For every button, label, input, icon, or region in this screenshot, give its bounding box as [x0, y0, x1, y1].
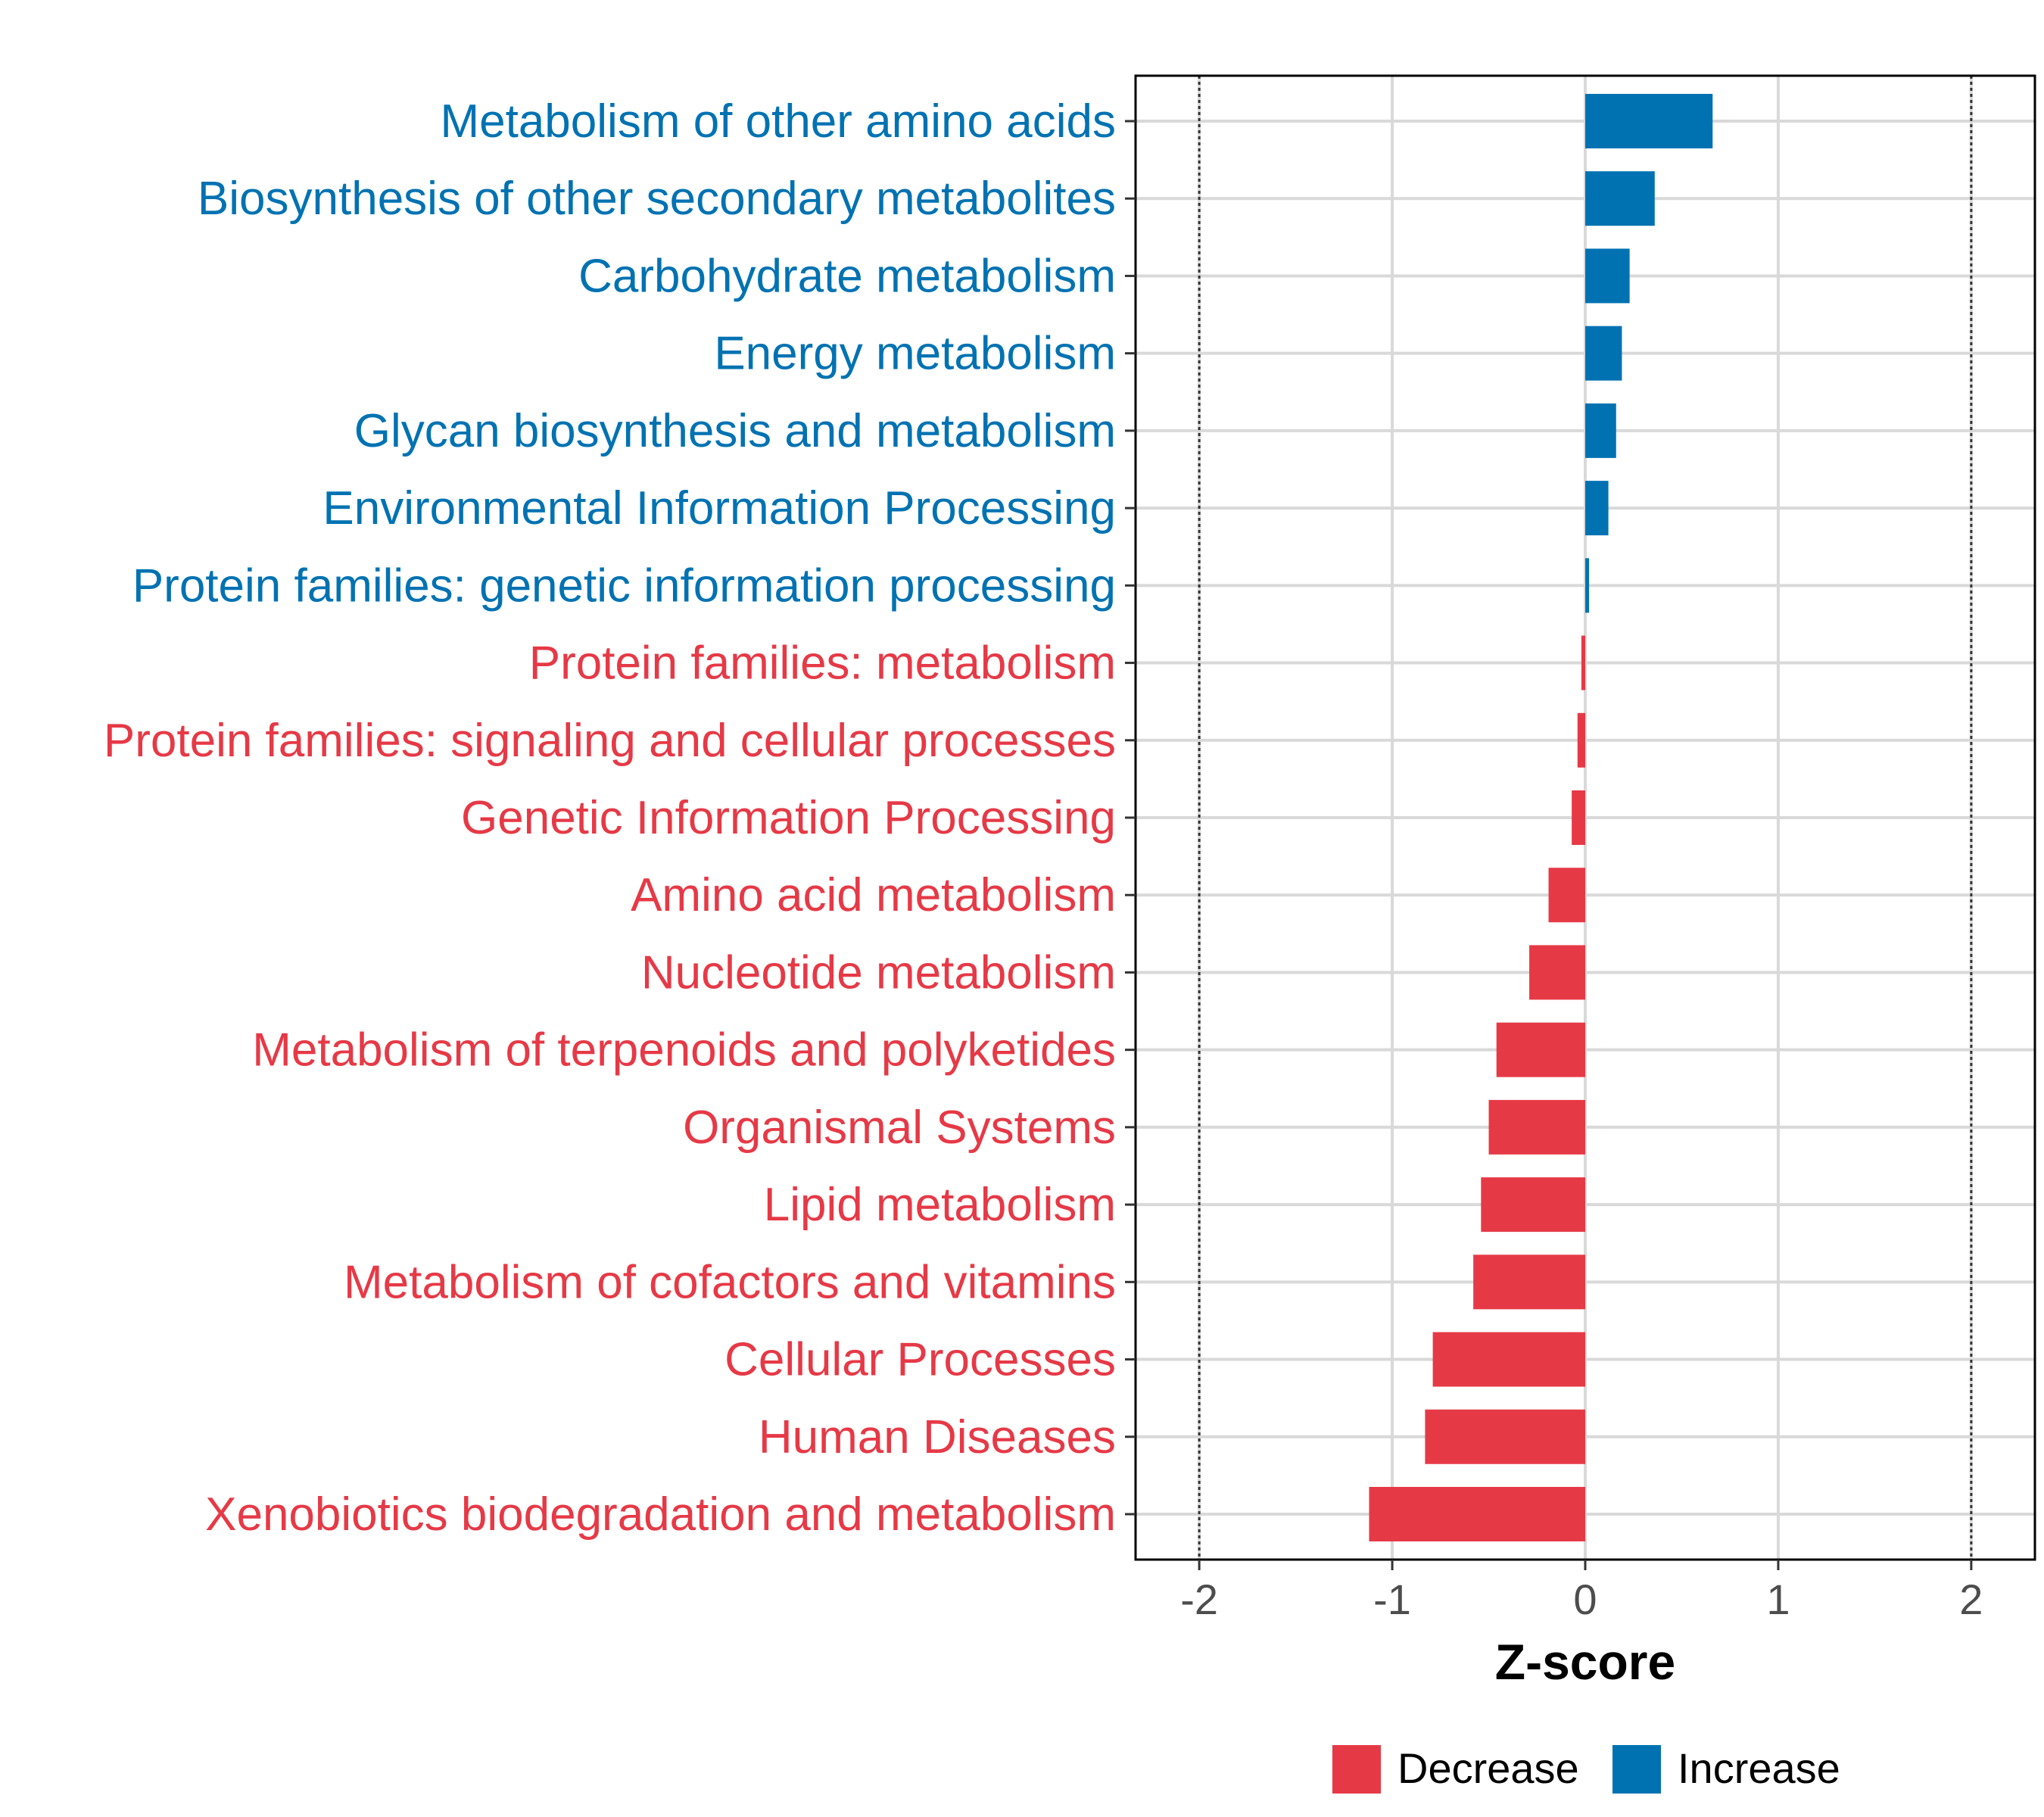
category-label: Glycan biosynthesis and metabolism [354, 405, 1116, 457]
category-label: Lipid metabolism [764, 1179, 1116, 1231]
category-label: Organismal Systems [683, 1102, 1116, 1154]
bar [1548, 868, 1585, 923]
bar [1473, 1254, 1585, 1310]
category-label: Amino acid metabolism [631, 869, 1116, 921]
x-tick-label: 2 [1959, 1575, 1983, 1623]
category-label: Human Diseases [759, 1411, 1116, 1463]
reference-lines [1198, 76, 1973, 1560]
bar [1369, 1487, 1585, 1541]
legend-label-increase: Increase [1678, 1744, 1840, 1792]
category-label: Nucleotide metabolism [641, 946, 1116, 999]
bar [1425, 1409, 1585, 1464]
category-label: Xenobiotics biodegradation and metabolis… [205, 1488, 1116, 1541]
category-label: Cellular Processes [724, 1334, 1116, 1386]
bar [1585, 558, 1590, 613]
bar [1585, 326, 1622, 381]
bar [1496, 1022, 1585, 1077]
category-label: Carbohydrate metabolism [578, 250, 1116, 302]
legend: Decrease Increase [1332, 1744, 1840, 1794]
category-label: Metabolism of terpenoids and polyketides [252, 1024, 1116, 1077]
x-tick-label: 0 [1573, 1575, 1597, 1623]
bar [1585, 403, 1616, 458]
bar [1581, 635, 1585, 690]
bar [1577, 712, 1585, 768]
bar [1529, 945, 1585, 1000]
category-label: Protein families: signaling and cellular… [104, 715, 1116, 767]
bar [1585, 171, 1655, 226]
category-label: Protein families: genetic information pr… [132, 559, 1116, 612]
bars [1369, 94, 1713, 1541]
bar [1488, 1099, 1585, 1155]
x-axis-title: Z-score [1495, 1634, 1675, 1690]
x-tick-label: -2 [1180, 1575, 1218, 1623]
category-label: Metabolism of cofactors and vitamins [344, 1256, 1116, 1308]
y-axis-ticks: Metabolism of other amino acids Biosynthe… [104, 95, 1136, 1541]
category-label: Energy metabolism [714, 328, 1116, 380]
category-label: Metabolism of other amino acids [440, 95, 1116, 148]
bar [1481, 1177, 1585, 1233]
bar [1432, 1332, 1585, 1387]
category-label: Genetic Information Processing [461, 792, 1116, 844]
legend-key-decrease [1332, 1745, 1381, 1794]
category-label: Environmental Information Processing [322, 482, 1116, 535]
category-label: Biosynthesis of other secondary metaboli… [198, 173, 1116, 225]
category-label: Protein families: metabolism [529, 637, 1116, 690]
legend-key-increase [1612, 1745, 1661, 1794]
bar [1585, 94, 1713, 148]
x-axis-ticks: -2 -1 0 1 2 [1180, 1560, 1983, 1623]
x-tick-label: -1 [1373, 1575, 1411, 1623]
x-tick-label: 1 [1766, 1575, 1790, 1623]
bar [1572, 790, 1585, 845]
bar [1585, 248, 1630, 304]
bar [1585, 481, 1609, 536]
legend-label-decrease: Decrease [1397, 1744, 1579, 1792]
